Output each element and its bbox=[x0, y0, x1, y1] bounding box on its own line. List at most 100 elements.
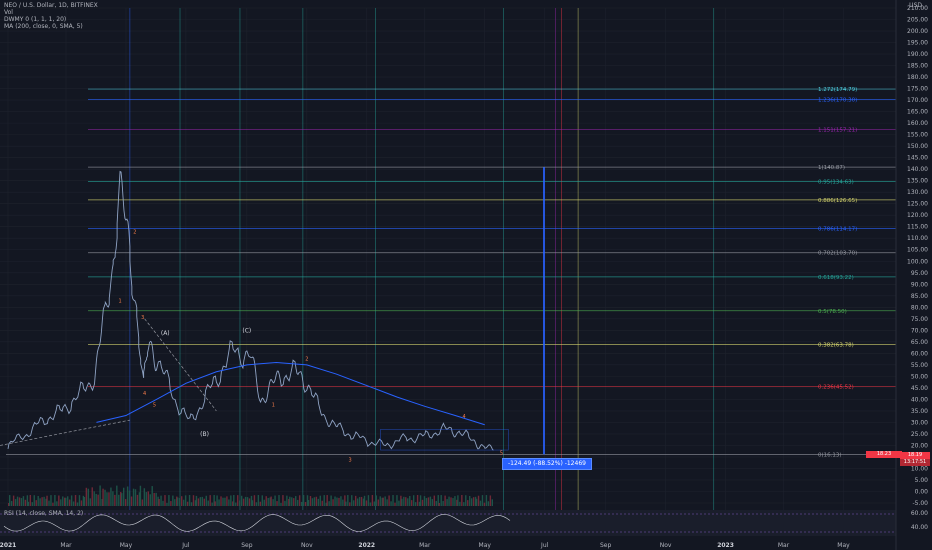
volume-bar bbox=[425, 498, 428, 506]
volume-bar bbox=[82, 495, 85, 506]
volume-bar bbox=[379, 496, 381, 506]
volume-bar bbox=[65, 497, 67, 506]
volume-bar bbox=[411, 500, 413, 506]
volume-bar bbox=[209, 495, 211, 506]
volume-bar bbox=[226, 496, 228, 506]
volume-bar bbox=[228, 499, 230, 506]
volume-bar bbox=[168, 495, 170, 506]
volume-bar bbox=[270, 496, 272, 506]
volume-bar bbox=[347, 495, 349, 506]
fib-label: 1.151(157.21) bbox=[818, 128, 857, 134]
volume-bar bbox=[220, 496, 222, 506]
axis-currency[interactable]: USD bbox=[909, 2, 922, 9]
volume-bar bbox=[147, 491, 149, 506]
y-tick-label: 100.00 bbox=[907, 258, 928, 265]
volume-bar bbox=[261, 495, 263, 506]
volume-bar bbox=[332, 499, 334, 506]
volume-bar bbox=[211, 502, 213, 506]
volume-bar bbox=[199, 497, 202, 506]
volume-bar bbox=[62, 496, 64, 506]
volume-bar bbox=[435, 500, 437, 506]
volume-bar bbox=[104, 489, 106, 506]
volume-bar bbox=[149, 494, 151, 506]
legend-indicator-ma[interactable]: MA (200, close, 0, SMA, 5) bbox=[4, 23, 83, 30]
volume-bar bbox=[304, 502, 307, 506]
volume-bar bbox=[138, 492, 141, 506]
y-tick-label: -5.00 bbox=[912, 500, 928, 507]
volume-bar bbox=[20, 498, 23, 506]
x-tick-label: May bbox=[479, 542, 492, 549]
volume-bar bbox=[274, 495, 276, 506]
y-tick-label: 135.00 bbox=[907, 178, 928, 185]
volume-bar bbox=[24, 499, 27, 506]
fib-label: 0.886(126.65) bbox=[818, 198, 857, 204]
volume-bar bbox=[255, 502, 258, 506]
y-tick-label: 105.00 bbox=[907, 247, 928, 254]
volume-bar bbox=[43, 496, 45, 506]
volume-bar bbox=[457, 495, 459, 506]
volume-bar bbox=[157, 496, 159, 506]
y-tick-label: 210.00 bbox=[907, 5, 928, 12]
volume-bar bbox=[106, 492, 108, 506]
volume-bar bbox=[481, 495, 484, 506]
volume-bar bbox=[367, 495, 370, 506]
x-tick-label: Mar bbox=[60, 542, 72, 549]
volume-bar bbox=[483, 502, 486, 506]
volume-bar bbox=[423, 496, 426, 506]
volume-bar bbox=[190, 502, 193, 506]
y-tick-label: 165.00 bbox=[907, 109, 928, 116]
volume-bar bbox=[444, 495, 446, 506]
fib-label: 1.272(174.79) bbox=[818, 87, 857, 93]
volume-bar bbox=[319, 495, 321, 506]
volume-bar bbox=[351, 495, 353, 506]
y-tick-label: 50.00 bbox=[911, 373, 928, 380]
volume-bar bbox=[334, 496, 336, 506]
volume-bar bbox=[123, 487, 125, 506]
volume-bar bbox=[124, 499, 127, 506]
volume-bar bbox=[463, 502, 465, 506]
legend-indicator-dwmy[interactable]: DWMY 0 (1, 1, 1, 20) bbox=[4, 16, 67, 23]
volume-bar bbox=[267, 497, 269, 506]
volume-bar bbox=[427, 497, 430, 506]
volume-bar bbox=[375, 495, 378, 506]
volume-bar bbox=[472, 497, 475, 506]
volume-bar bbox=[45, 498, 47, 506]
volume-bar bbox=[188, 495, 191, 506]
y-tick-label: 160.00 bbox=[907, 120, 928, 127]
volume-bar bbox=[307, 500, 310, 506]
legend-symbol[interactable]: NEO / U.S. Dollar, 1D, BITFINEX bbox=[4, 2, 98, 9]
y-tick-label: 95.00 bbox=[911, 270, 928, 277]
volume-bar bbox=[259, 501, 262, 506]
volume-bar bbox=[139, 485, 142, 506]
y-tick-label: 80.00 bbox=[911, 304, 928, 311]
volume-bar bbox=[394, 502, 396, 506]
volume-bar bbox=[452, 498, 454, 506]
volume-bar bbox=[295, 496, 297, 506]
volume-bar bbox=[114, 494, 116, 506]
volume-bar bbox=[437, 495, 439, 506]
volume-bar bbox=[242, 498, 245, 506]
legend-vol[interactable]: Vol bbox=[4, 9, 13, 16]
volume-bar bbox=[197, 498, 200, 506]
rsi-line bbox=[3, 514, 511, 532]
volume-bar bbox=[93, 491, 95, 506]
y-tick-label: 115.00 bbox=[907, 224, 928, 231]
volume-bar bbox=[89, 498, 91, 506]
volume-bar bbox=[382, 497, 384, 506]
volume-bar bbox=[33, 495, 35, 506]
volume-bar bbox=[340, 496, 342, 506]
rsi-legend[interactable]: RSI (14, close, SMA, 14, 2) bbox=[4, 510, 84, 517]
y-tick-label: 0.00 bbox=[915, 488, 929, 495]
volume-bar bbox=[373, 501, 376, 506]
volume-bar bbox=[31, 502, 33, 506]
volume-bar bbox=[409, 495, 411, 506]
countdown-tag: 13:17:51 bbox=[900, 459, 930, 466]
volume-bar bbox=[232, 501, 234, 506]
fib-label: 0.702(103.70) bbox=[818, 251, 857, 257]
rsi-tick-label: 40.00 bbox=[911, 524, 928, 531]
y-tick-label: 55.00 bbox=[911, 362, 928, 369]
y-tick-label: 20.00 bbox=[911, 442, 928, 449]
volume-bar bbox=[141, 499, 144, 506]
